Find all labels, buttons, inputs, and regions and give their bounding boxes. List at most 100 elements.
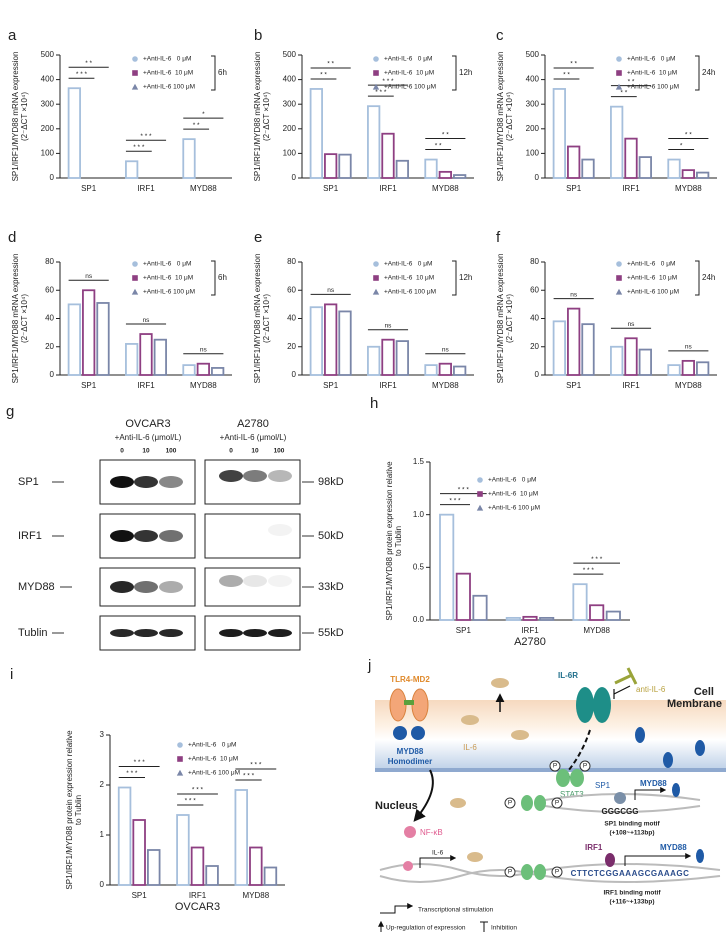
sig-label: * * * bbox=[76, 71, 88, 78]
bar bbox=[182, 364, 196, 376]
label: TLR4-MD2 bbox=[390, 675, 430, 684]
y-axis-label: (2⁻ΔCT ×10⁴) bbox=[505, 92, 514, 141]
time-label: 24h bbox=[702, 68, 715, 77]
bar bbox=[424, 364, 438, 376]
y-tick-label: 0 bbox=[292, 370, 297, 379]
size-label: 33kD bbox=[318, 581, 344, 593]
legend-marker bbox=[132, 261, 138, 267]
bar bbox=[395, 159, 409, 179]
y-axis-label: SP1/IRF1/MYD88 mRNA expression bbox=[496, 52, 505, 182]
y-tick-label: 300 bbox=[526, 99, 540, 108]
x-tick-label: SP1 bbox=[456, 626, 472, 635]
x-tick-label: SP1 bbox=[132, 891, 148, 900]
time-label: 12h bbox=[459, 68, 472, 77]
bar bbox=[125, 343, 139, 376]
blot-box bbox=[204, 513, 301, 559]
label: IL-6 bbox=[463, 743, 477, 752]
band bbox=[219, 470, 243, 482]
myd88 bbox=[696, 849, 704, 863]
blot-box bbox=[204, 459, 301, 505]
sig-label: * * bbox=[435, 142, 442, 149]
y-tick-label: 400 bbox=[41, 75, 55, 84]
y-tick-label: 0 bbox=[100, 880, 105, 889]
band bbox=[110, 581, 134, 593]
western-blot: g OVCAR3 A2780 +Anti-IL-6 (μmol/L) +Anti… bbox=[6, 403, 344, 651]
blot-box bbox=[204, 567, 301, 607]
bar bbox=[610, 105, 624, 179]
panel-label: d bbox=[8, 229, 16, 246]
sig-label: * * bbox=[570, 61, 577, 68]
legend-label: +Anti-IL-6 10 μM bbox=[143, 70, 193, 77]
key-arrow bbox=[380, 903, 414, 914]
band bbox=[159, 476, 183, 488]
y-tick-label: 1.5 bbox=[413, 457, 425, 466]
x-tick-label: IRF1 bbox=[189, 891, 207, 900]
x-tick-label: SP1 bbox=[323, 184, 339, 193]
bar bbox=[263, 866, 278, 886]
bar bbox=[367, 105, 381, 179]
bar bbox=[552, 88, 566, 179]
x-tick-label: MYD88 bbox=[675, 184, 702, 193]
x-tick-label: SP1 bbox=[81, 184, 97, 193]
panel-label: c bbox=[496, 27, 504, 44]
y-axis-label: (2⁻ΔCT ×10⁴) bbox=[20, 92, 29, 141]
y-tick-label: 40 bbox=[45, 314, 54, 323]
label: P bbox=[553, 763, 557, 770]
bar bbox=[667, 364, 681, 376]
il6r bbox=[576, 687, 594, 723]
legend-marker bbox=[132, 275, 138, 281]
label: GGGCGG bbox=[602, 807, 639, 816]
bar bbox=[438, 362, 452, 376]
y-axis-label: SP1/IRF1/MYD88 mRNA expression bbox=[11, 52, 20, 182]
label: MYD88 bbox=[640, 779, 667, 788]
sig-label: ns bbox=[327, 287, 335, 294]
bar bbox=[324, 303, 338, 376]
size-label: 55kD bbox=[318, 627, 344, 639]
key-label: Inhibition bbox=[491, 925, 517, 932]
bar bbox=[581, 158, 595, 179]
y-axis-label: (2⁻ΔCT ×10⁴) bbox=[262, 92, 271, 141]
y-axis-label: SP1/IRF1/MYD88 protein expression relati… bbox=[385, 461, 394, 621]
bar bbox=[589, 604, 605, 621]
time-bracket bbox=[211, 55, 216, 91]
legend-label: +Anti-IL-6 0 μM bbox=[143, 56, 191, 63]
label: anti-IL-6 bbox=[636, 685, 666, 694]
legend-label: +Anti-IL-6 100 μM bbox=[143, 289, 195, 296]
y-tick-label: 60 bbox=[287, 285, 296, 294]
sig-label: ns bbox=[143, 317, 151, 324]
legend-label: +Anti-IL-6 10 μM bbox=[627, 275, 677, 282]
panel-label: a bbox=[8, 27, 17, 44]
sig-label: ns bbox=[385, 322, 393, 329]
bar bbox=[439, 513, 455, 621]
band bbox=[268, 629, 292, 637]
legend-label: +Anti-IL-6 10 μM bbox=[188, 756, 238, 763]
bar bbox=[125, 160, 139, 179]
band bbox=[110, 476, 134, 488]
legend-marker bbox=[132, 56, 138, 62]
stat3 bbox=[556, 769, 570, 787]
label: (+108~+113bp) bbox=[610, 830, 655, 837]
y-axis-label: (2⁻ΔCT ×10⁴) bbox=[262, 294, 271, 343]
sig-label: * * * bbox=[185, 798, 197, 805]
phospho bbox=[504, 797, 516, 809]
label: (+116~+133bp) bbox=[610, 899, 655, 906]
label: Nucleus bbox=[375, 800, 418, 812]
panel-label: e bbox=[254, 229, 262, 246]
y-tick-label: 60 bbox=[45, 285, 54, 294]
y-axis-label: SP1/IRF1/MYD88 mRNA expression bbox=[253, 254, 262, 384]
bar bbox=[681, 169, 695, 179]
bar bbox=[424, 158, 438, 179]
y-tick-label: 400 bbox=[283, 75, 297, 84]
band bbox=[134, 530, 158, 542]
legend-label: +Anti-IL-6 0 μM bbox=[488, 477, 536, 484]
y-tick-label: 2 bbox=[100, 780, 105, 789]
legend-marker bbox=[477, 477, 483, 483]
y-tick-label: 0.0 bbox=[413, 615, 425, 624]
bar-chart: f SP1/IRF1/MYD88 mRNA expression (2⁻ΔCT ×1… bbox=[496, 229, 717, 390]
legend-label: +Anti-IL-6 0 μM bbox=[143, 261, 191, 268]
bar bbox=[176, 814, 190, 886]
legend-label: +Anti-IL-6 0 μM bbox=[384, 261, 432, 268]
x-axis-label: A2780 bbox=[514, 636, 546, 648]
time-label: 6h bbox=[218, 273, 227, 282]
